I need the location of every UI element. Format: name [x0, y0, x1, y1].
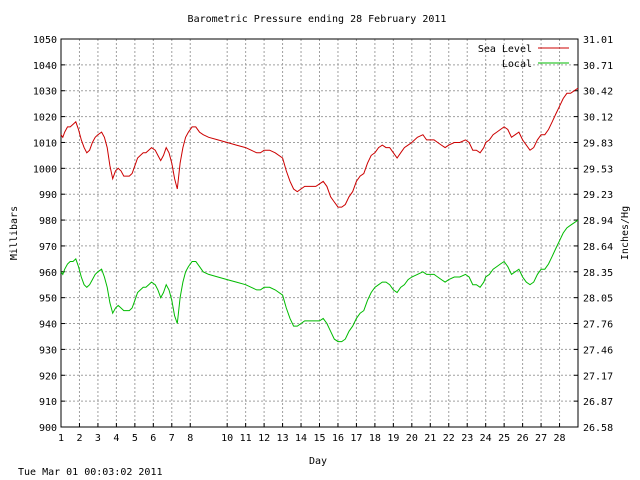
timestamp-text: Tue Mar 01 00:03:02 2011	[18, 467, 163, 478]
x-tick-label: 7	[169, 433, 175, 444]
y-tick-label: 920	[39, 371, 57, 382]
x-tick-label: 13	[277, 433, 289, 444]
y2-tick-label: 28.05	[583, 294, 613, 305]
grid-lines	[61, 39, 578, 427]
legend: Sea Level Local	[478, 44, 569, 70]
x-tick-label: 27	[535, 433, 547, 444]
y2-tick-label: 28.94	[583, 216, 613, 227]
series-line-local	[60, 219, 579, 343]
x-tick-label: 14	[295, 433, 307, 444]
x-tick-label: 28	[554, 433, 566, 444]
x-tick-label: 5	[132, 433, 138, 444]
y-tick-label: 950	[39, 294, 57, 305]
y-tick-label: 930	[39, 345, 57, 356]
x-tick-label: 2	[76, 433, 82, 444]
y2-tick-label: 30.12	[583, 113, 613, 124]
y2-tick-label: 26.58	[583, 423, 613, 434]
x-tick-label: 18	[369, 433, 381, 444]
x-axis: 1 2 3 4 5 6 7 8 10 11 12 13 14 15 16 17 18 19 20 21 22 23 24 25…	[58, 423, 566, 444]
x-tick-label: 25	[498, 433, 510, 444]
legend-label: Sea Level	[478, 44, 532, 55]
legend-label: Local	[502, 59, 532, 70]
y2-tick-label: 27.17	[583, 371, 613, 382]
x-tick-label: 22	[443, 433, 455, 444]
y2-tick-label: 28.64	[583, 242, 613, 253]
x-tick-label: 26	[517, 433, 529, 444]
y2-tick-label: 29.53	[583, 164, 613, 175]
y2-tick-label: 31.01	[583, 35, 613, 46]
y-tick-label: 990	[39, 190, 57, 201]
y-tick-label: 960	[39, 268, 57, 279]
y2-tick-label: 27.46	[583, 345, 613, 356]
left-y-axis: 900 910 920 930 940 950 960 970 980 990 1000 1010 10…	[33, 35, 65, 434]
y-axis-label: Millibars	[9, 206, 20, 260]
x-tick-label: 10	[221, 433, 233, 444]
x-tick-label: 24	[480, 433, 492, 444]
y-tick-label: 1040	[33, 61, 57, 72]
y-tick-label: 1030	[33, 87, 57, 98]
right-y-axis: 26.58 26.87 27.17 27.46 27.76 28.05 28.35 28.64…	[574, 35, 613, 434]
y2-tick-label: 28.35	[583, 268, 613, 279]
y2-tick-label: 27.76	[583, 320, 613, 331]
x-axis-label: Day	[309, 456, 327, 467]
chart-title: Barometric Pressure ending 28 February 2…	[188, 14, 447, 25]
y-tick-label: 940	[39, 320, 57, 331]
x-tick-label: 17	[350, 433, 362, 444]
x-tick-label: 1	[58, 433, 64, 444]
x-tick-label: 16	[332, 433, 344, 444]
x-tick-label: 15	[313, 433, 325, 444]
series-lines	[60, 87, 579, 343]
x-tick-label: 19	[387, 433, 399, 444]
y2-tick-label: 29.83	[583, 138, 613, 149]
x-tick-label: 6	[150, 433, 156, 444]
y-tick-label: 1050	[33, 35, 57, 46]
x-tick-label: 4	[113, 433, 119, 444]
y2-tick-label: 26.87	[583, 397, 613, 408]
y-tick-label: 910	[39, 397, 57, 408]
x-tick-label: 3	[95, 433, 101, 444]
y-tick-label: 1020	[33, 113, 57, 124]
y-tick-label: 900	[39, 423, 57, 434]
x-tick-label: 8	[187, 433, 193, 444]
y2-tick-label: 30.71	[583, 61, 613, 72]
x-tick-label: 12	[258, 433, 270, 444]
y2-axis-label: Inches/Hg	[620, 206, 631, 260]
series-line-sea-level	[60, 87, 579, 208]
x-tick-label: 23	[461, 433, 473, 444]
y-tick-label: 1000	[33, 164, 57, 175]
x-tick-label: 21	[424, 433, 436, 444]
x-tick-label: 11	[240, 433, 252, 444]
y2-tick-label: 30.42	[583, 87, 613, 98]
x-tick-label: 20	[406, 433, 418, 444]
y-tick-label: 1010	[33, 138, 57, 149]
y-tick-label: 980	[39, 216, 57, 227]
y2-tick-label: 29.23	[583, 190, 613, 201]
y-tick-label: 970	[39, 242, 57, 253]
